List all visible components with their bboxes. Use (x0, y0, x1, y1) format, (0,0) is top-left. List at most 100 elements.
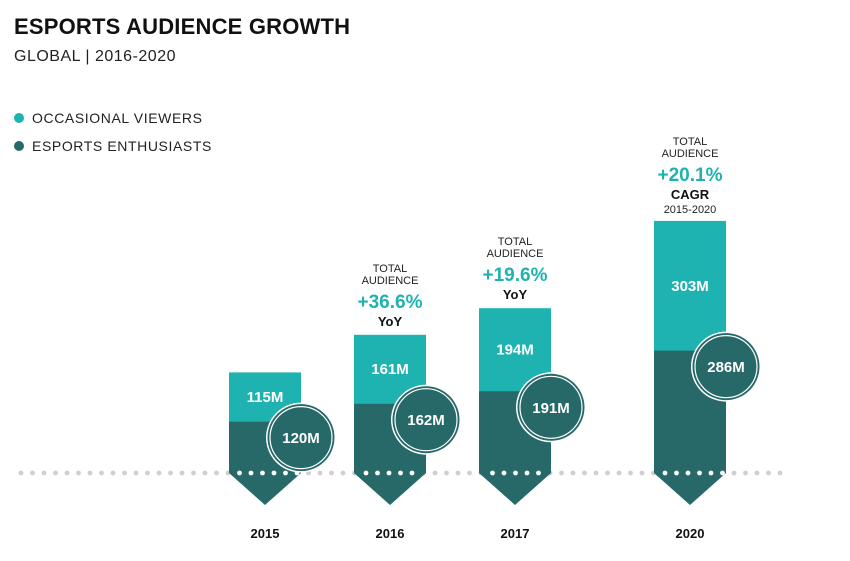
chart-subtitle: GLOBAL | 2016-2020 (14, 48, 176, 65)
annotation-kind-2016: YoY (378, 314, 403, 329)
data-label-occasional-2017: 194M (496, 342, 534, 359)
baseline-dot (76, 470, 81, 476)
data-label-enthusiasts-2016: 162M (407, 412, 445, 429)
annotation-value-2020: +20.1% (658, 165, 723, 186)
bar-occasional-2020 (654, 220, 726, 352)
baseline-dot (570, 470, 576, 476)
badge-inner-ring-2016 (394, 388, 458, 452)
baseline-dot-over-bar (283, 470, 288, 476)
baseline-dot (99, 470, 104, 476)
annotation-line2-2020: AUDIENCE (662, 148, 719, 160)
baseline-dot (743, 470, 748, 476)
legend-item-occasional: OCCASIONAL VIEWERS (14, 104, 212, 132)
badge-inner-ring-2015 (269, 406, 333, 470)
baseline-dot-over-bar (398, 470, 403, 476)
baseline-dot (582, 470, 587, 476)
baseline-dot (593, 470, 599, 476)
baseline-dot (122, 470, 127, 476)
baseline-dot (202, 470, 208, 476)
baseline-dot (87, 470, 93, 476)
data-label-enthusiasts-2015: 120M (282, 430, 320, 447)
baseline-dot-over-bar (536, 470, 541, 476)
badge-2017 (517, 373, 585, 441)
baseline-dot-over-bar (697, 470, 702, 476)
legend-label-enthusiasts: ESPORTS ENTHUSIASTS (32, 138, 212, 154)
annotation-range-2020: 2015-2020 (664, 204, 717, 216)
x-tick-label-2020: 2020 (676, 526, 705, 541)
data-label-enthusiasts-2020: 286M (707, 359, 745, 376)
annotation-kind-2020: CAGR (671, 187, 710, 202)
baseline-dot-over-bar (524, 470, 530, 476)
x-tick-label-2015: 2015 (251, 526, 280, 541)
annotation-line1-2016: TOTAL (373, 263, 407, 275)
baseline-dot-over-bar (490, 470, 495, 476)
baseline-dot (145, 470, 150, 476)
baseline-dot (639, 470, 645, 476)
baseline-dot (731, 470, 737, 476)
baseline-dot (64, 470, 70, 476)
annotation-value-2016: +36.6% (358, 292, 423, 313)
baseline-dot-over-bar (375, 470, 380, 476)
annotation-value-2017: +19.6% (483, 265, 548, 286)
x-tick-label-2016: 2016 (376, 526, 405, 541)
baseline-dot-over-bar (708, 470, 714, 476)
baseline-dot (317, 470, 323, 476)
badge-inner-ring-2020 (694, 335, 758, 399)
baseline-dot-over-bar (248, 470, 254, 476)
baseline-dot-over-bar (662, 470, 668, 476)
baseline-dot-over-bar (513, 470, 518, 476)
baseline-dot (340, 470, 346, 476)
badge-2016 (392, 386, 460, 454)
baseline-dot (559, 470, 564, 476)
data-label-occasional-2015: 115M (247, 389, 284, 406)
baseline-dot (766, 470, 771, 476)
baseline-dot-over-bar (386, 470, 392, 476)
baseline-dot (53, 470, 58, 476)
baseline-dot (18, 470, 24, 476)
baseline-dot-over-bar (409, 470, 415, 476)
annotation-line1-2020: TOTAL (673, 136, 707, 148)
baseline-dot (754, 470, 760, 476)
baseline-dot-over-bar (674, 470, 679, 476)
baseline-dot (432, 470, 438, 476)
baseline-dot-over-bar (363, 470, 369, 476)
baseline-dot (467, 470, 472, 476)
baseline-dot (179, 470, 185, 476)
baseline-dot-over-bar (271, 470, 277, 476)
baseline-dot (30, 470, 35, 476)
baseline-dot (628, 470, 633, 476)
chart-title: ESPORTS AUDIENCE GROWTH (14, 14, 351, 39)
baseline-dot-over-bar (237, 470, 242, 476)
baseline-dot (329, 470, 334, 476)
baseline-dot (214, 470, 219, 476)
badge-2015 (267, 404, 335, 472)
data-label-enthusiasts-2017: 191M (532, 400, 570, 417)
legend-label-occasional: OCCASIONAL VIEWERS (32, 110, 203, 126)
legend: OCCASIONAL VIEWERS ESPORTS ENTHUSIASTS (14, 104, 212, 160)
baseline-dot-over-bar (501, 470, 507, 476)
data-label-occasional-2016: 161M (371, 361, 409, 378)
baseline-dot (110, 470, 116, 476)
x-tick-label-2017: 2017 (501, 526, 530, 541)
baseline-dot-over-bar (720, 470, 725, 476)
badge-2020 (692, 333, 760, 401)
legend-swatch-occasional (14, 113, 24, 123)
baseline-dot (777, 470, 783, 476)
baseline-dot (168, 470, 173, 476)
baseline-dot (616, 470, 622, 476)
annotation-line2-2017: AUDIENCE (487, 248, 544, 260)
baseline-dot (455, 470, 461, 476)
baseline-dot (156, 470, 162, 476)
baseline-dot (41, 470, 47, 476)
legend-swatch-enthusiasts (14, 141, 24, 151)
baseline-dot (191, 470, 196, 476)
baseline-dot-over-bar (685, 470, 691, 476)
baseline-dot (605, 470, 610, 476)
legend-item-enthusiasts: ESPORTS ENTHUSIASTS (14, 132, 212, 160)
annotation-line2-2016: AUDIENCE (362, 275, 419, 287)
baseline-dot (133, 470, 139, 476)
annotation-kind-2017: YoY (503, 287, 528, 302)
annotation-line1-2017: TOTAL (498, 236, 532, 248)
baseline-dot (444, 470, 449, 476)
